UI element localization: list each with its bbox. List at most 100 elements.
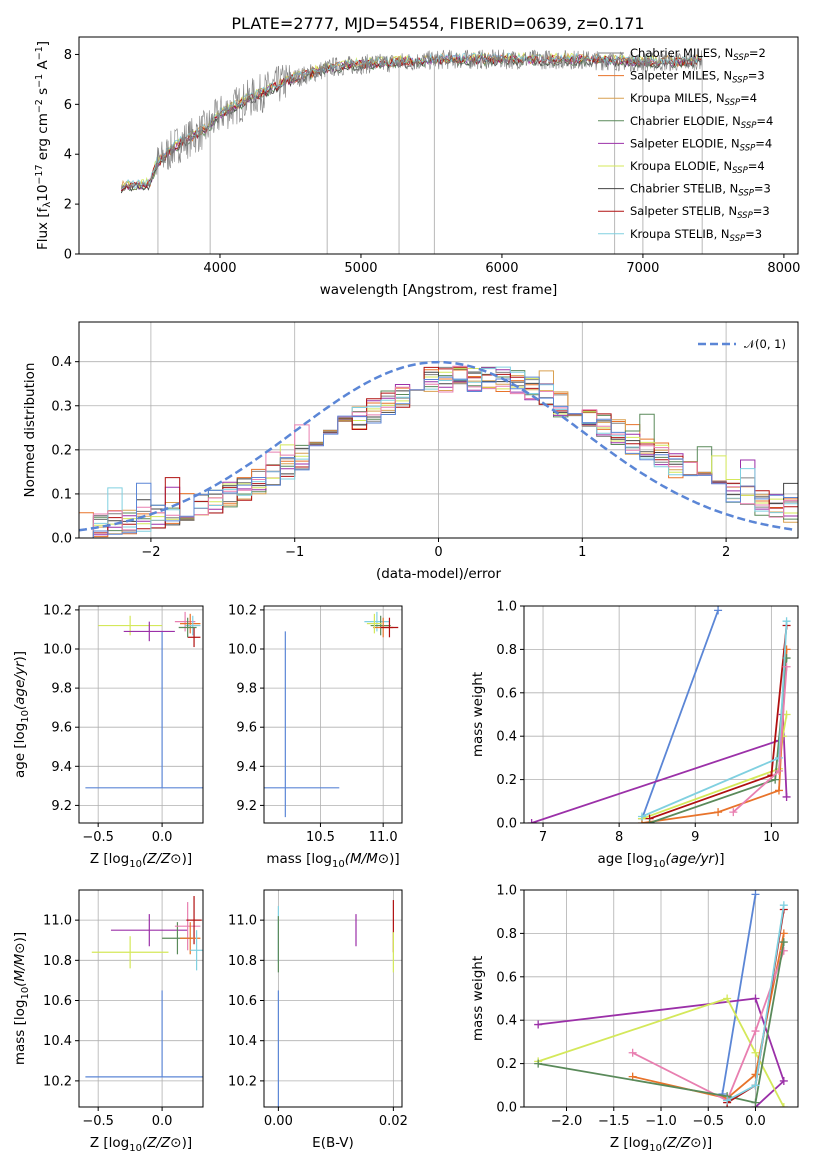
weight-marker (782, 662, 791, 671)
y-tick-label: 0.1 (51, 487, 72, 502)
legend-label: 𝒩(0, 1) (744, 337, 786, 351)
y-tick-label: 10.0 (228, 643, 257, 658)
x-tick-label: 8 (615, 830, 623, 845)
x-tick-label: 6000 (485, 261, 518, 276)
x-axis-label: wavelength [Angstrom, rest frame] (320, 282, 558, 298)
mass-vs-extinction-panel: 0.00 0.02 10.2 10.4 10.6 10.8 11.0 E(B-V) (228, 889, 408, 1151)
y-tick-label: 10.8 (228, 954, 257, 969)
y-tick-label: 10.4 (43, 1034, 72, 1049)
weight-line (531, 714, 788, 823)
x-tick-label: −2.0 (551, 1114, 583, 1129)
weight-marker (751, 1048, 760, 1057)
weight-line (721, 894, 757, 1095)
legend-label: Chabrier STELIB, NSSP=3 (630, 182, 771, 199)
y-tick-label: 0.8 (496, 927, 517, 942)
y-tick-label: 10.0 (43, 643, 72, 658)
plot-area (79, 360, 798, 538)
x-tick-label: −0.5 (82, 830, 114, 845)
y-tick-label: 0.6 (496, 970, 517, 985)
y-tick-label: 0.2 (51, 443, 72, 458)
x-tick-label: −1.5 (598, 1114, 630, 1129)
weight-marker (527, 819, 536, 823)
x-tick-label: 0.0 (152, 830, 173, 845)
y-tick-label: 0.8 (496, 643, 517, 658)
weight-marker (751, 1098, 760, 1107)
legend-label: Kroupa ELODIE, NSSP=4 (630, 159, 765, 176)
y-tick-label: 8 (64, 48, 72, 63)
x-tick-label: 10 (763, 830, 780, 845)
y-tick-label: 0.4 (51, 355, 72, 370)
weight-vs-metallicity-panel: −2.0 −1.5 −1.0 −0.5 0.0 0.0 0.2 0.4 0.6 0.8 1.0 Z [… (470, 884, 799, 1154)
weight-marker (637, 812, 646, 821)
legend-label: Kroupa STELIB, NSSP=3 (630, 227, 762, 244)
axes-frame (523, 605, 799, 824)
y-tick-label: 10.4 (228, 1034, 257, 1049)
y-tick-label: 1.0 (496, 884, 517, 899)
weight-marker (751, 890, 760, 899)
y-tick-label: 0.0 (51, 532, 72, 547)
weight-marker (782, 792, 791, 801)
weight-marker (751, 1027, 760, 1036)
y-tick-label: 10.2 (228, 1074, 257, 1089)
weight-marker (714, 606, 723, 615)
x-tick-label: 0.00 (264, 1114, 293, 1129)
x-tick-label: −2 (141, 545, 160, 560)
x-axis-label: Z [log10(Z/Z⊙)] (610, 1135, 712, 1154)
x-tick-label: 10.5 (306, 830, 335, 845)
y-tick-label: 9.2 (51, 799, 72, 814)
y-tick-label: 10.8 (43, 954, 72, 969)
y-tick-label: 0.6 (496, 686, 517, 701)
y-tick-label: 4 (64, 148, 72, 163)
weight-marker (714, 808, 723, 817)
x-tick-label: 7000 (626, 261, 659, 276)
weight-marker (779, 1076, 788, 1085)
y-axis-label: mass [log10(M/M⊙)] (12, 932, 31, 1065)
y-tick-label: 0.3 (51, 399, 72, 414)
y-tick-label: 0.0 (496, 1101, 517, 1116)
x-tick-label: −0.5 (82, 1114, 114, 1129)
x-tick-label: 0.0 (152, 1114, 173, 1129)
x-tick-label: 11.0 (369, 830, 398, 845)
residual-histogram (79, 366, 798, 538)
weight-marker (628, 1048, 637, 1057)
x-tick-label: 5000 (344, 261, 377, 276)
y-tick-label: 11.0 (228, 914, 257, 929)
weight-marker (774, 766, 783, 775)
y-tick-label: 10.2 (43, 1074, 72, 1089)
x-tick-label: 0.0 (745, 1114, 766, 1129)
age-vs-metallicity-panel: −0.5 0.0 9.2 9.4 9.6 9.8 10.0 10.2 Z [log10(Z/Z⊙… (12, 603, 204, 870)
mass-vs-metallicity-panel: −0.5 0.0 10.2 10.4 10.6 10.8 11.0 Z [log10(Z/Z⊙… (12, 889, 204, 1154)
weight-line (641, 609, 719, 820)
age-vs-mass-panel: 10.5 11.0 9.2 9.4 9.6 9.8 10.0 10.2 mass [log10(… (228, 603, 403, 870)
weight-marker (751, 994, 760, 1003)
y-axis-label: mass weight (470, 956, 486, 1041)
weight-marker (751, 1081, 760, 1090)
y-tick-label: 10.2 (228, 603, 257, 618)
x-tick-label: −1 (285, 545, 304, 560)
y-tick-label: 10.2 (43, 603, 72, 618)
y-tick-label: 11.0 (43, 914, 72, 929)
y-tick-label: 9.4 (236, 760, 257, 775)
y-tick-label: 9.2 (236, 799, 257, 814)
weight-vs-age-panel: 7 8 9 10 0.0 0.2 0.4 0.6 0.8 1.0 age [log10(age/yr… (470, 600, 799, 870)
weight-line (538, 997, 785, 1107)
axes-frame (263, 889, 403, 1108)
weight-marker (534, 1020, 543, 1029)
axes-frame (263, 605, 403, 824)
y-tick-label: 0 (64, 248, 72, 263)
y-tick-label: 2 (64, 198, 72, 213)
x-axis-label: Z [log10(Z/Z⊙)] (90, 851, 192, 870)
y-axis-label: Normed distribution (22, 363, 38, 498)
y-tick-label: 9.6 (236, 721, 257, 736)
x-tick-label: 4000 (203, 261, 236, 276)
y-tick-label: 0.4 (496, 1014, 517, 1029)
legend-label: Chabrier ELODIE, NSSP=4 (630, 114, 773, 131)
legend-label: Kroupa MILES, NSSP=4 (630, 91, 757, 108)
x-tick-label: 7 (539, 830, 547, 845)
x-tick-label: 0 (434, 545, 442, 560)
weight-marker (645, 819, 654, 823)
spectrum-panel: 4000 5000 6000 7000 8000 0 2 4 6 8 wavelength [Ang… (34, 36, 800, 298)
y-tick-label: 9.8 (51, 682, 72, 697)
plot-area (85, 896, 203, 1078)
